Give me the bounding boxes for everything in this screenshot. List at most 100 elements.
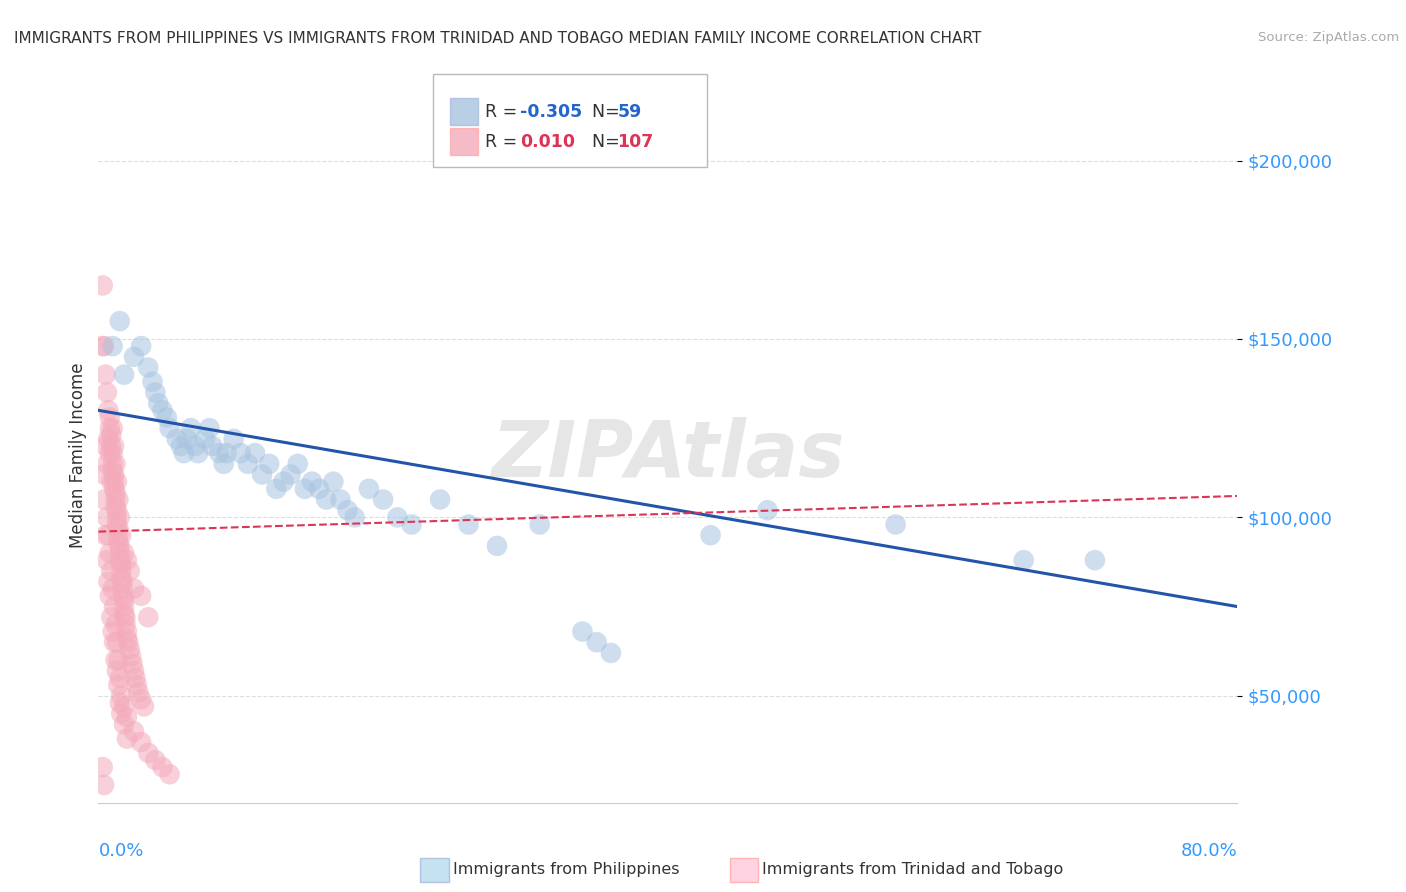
Point	[110, 528, 132, 542]
Point	[308, 482, 330, 496]
Point	[176, 432, 198, 446]
Point	[107, 535, 129, 549]
Point	[112, 717, 135, 731]
Point	[98, 421, 121, 435]
Point	[100, 610, 122, 624]
Point	[273, 475, 295, 489]
Point	[96, 385, 118, 400]
Text: 59: 59	[617, 103, 641, 120]
Point	[115, 624, 138, 639]
Point	[486, 539, 509, 553]
Text: IMMIGRANTS FROM PHILIPPINES VS IMMIGRANTS FROM TRINIDAD AND TOBAGO MEDIAN FAMILY: IMMIGRANTS FROM PHILIPPINES VS IMMIGRANT…	[14, 31, 981, 46]
Point	[429, 492, 451, 507]
Text: R =: R =	[485, 103, 523, 120]
Point	[104, 485, 127, 500]
Point	[571, 624, 593, 639]
Point	[198, 421, 221, 435]
Point	[127, 685, 149, 699]
Point	[103, 439, 125, 453]
Point	[329, 492, 352, 507]
Point	[124, 671, 146, 685]
Point	[166, 432, 188, 446]
Point	[585, 635, 607, 649]
Point	[112, 546, 135, 560]
Point	[122, 724, 145, 739]
Point	[112, 599, 135, 614]
Point	[129, 589, 152, 603]
Point	[212, 457, 235, 471]
Point	[287, 457, 309, 471]
Point	[112, 592, 135, 607]
Point	[94, 528, 117, 542]
Point	[101, 446, 124, 460]
Point	[201, 439, 224, 453]
Point	[229, 446, 252, 460]
Point	[173, 446, 195, 460]
Point	[152, 403, 174, 417]
Point	[98, 446, 121, 460]
Text: Immigrants from Philippines: Immigrants from Philippines	[453, 863, 679, 877]
Point	[110, 689, 132, 703]
Point	[101, 624, 124, 639]
Point	[112, 607, 135, 621]
Text: N=: N=	[592, 133, 626, 151]
Point	[96, 457, 118, 471]
Point	[105, 503, 128, 517]
Text: 107: 107	[617, 133, 654, 151]
Point	[115, 731, 138, 746]
Point	[105, 517, 128, 532]
Point	[105, 664, 128, 678]
Point	[111, 574, 134, 589]
Point	[103, 482, 125, 496]
Point	[136, 610, 159, 624]
Point	[180, 421, 202, 435]
Point	[357, 482, 380, 496]
Point	[93, 339, 115, 353]
Point	[91, 339, 114, 353]
Point	[699, 528, 721, 542]
Point	[343, 510, 366, 524]
Point	[101, 421, 124, 435]
Point	[125, 678, 148, 692]
Text: R =: R =	[485, 133, 523, 151]
Text: Source: ZipAtlas.com: Source: ZipAtlas.com	[1258, 31, 1399, 45]
Point	[118, 642, 141, 657]
Point	[115, 710, 138, 724]
Point	[97, 574, 120, 589]
Point	[104, 500, 127, 514]
Point	[103, 467, 125, 482]
Point	[132, 699, 155, 714]
Point	[93, 778, 115, 792]
Point	[110, 564, 132, 578]
Point	[105, 510, 128, 524]
Point	[115, 632, 138, 646]
Point	[105, 635, 128, 649]
Point	[97, 403, 120, 417]
Point	[129, 339, 152, 353]
Point	[129, 692, 152, 706]
Point	[1012, 553, 1035, 567]
Point	[114, 617, 136, 632]
Point	[294, 482, 316, 496]
Point	[107, 653, 129, 667]
Point	[103, 599, 125, 614]
Point	[104, 492, 127, 507]
Point	[387, 510, 409, 524]
Point	[170, 439, 193, 453]
Point	[141, 375, 163, 389]
Point	[184, 439, 207, 453]
Point	[401, 517, 423, 532]
Point	[108, 553, 131, 567]
Point	[259, 457, 281, 471]
Point	[108, 696, 131, 710]
Point	[111, 589, 134, 603]
Point	[101, 339, 124, 353]
Text: 80.0%: 80.0%	[1181, 842, 1237, 860]
Point	[104, 653, 127, 667]
Point	[96, 510, 118, 524]
Point	[98, 410, 121, 425]
Point	[93, 467, 115, 482]
Point	[93, 492, 115, 507]
Point	[118, 564, 141, 578]
Point	[98, 546, 121, 560]
